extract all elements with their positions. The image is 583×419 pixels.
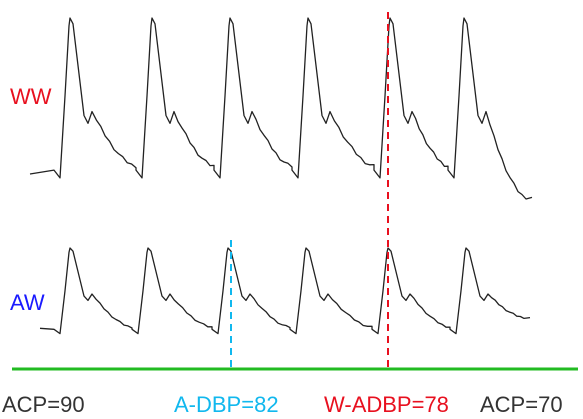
series-label-ww: WW <box>10 84 52 109</box>
waveform-traces <box>29 17 533 335</box>
acp-left-label: ACP=90 <box>2 392 85 417</box>
marker-lines <box>230 12 389 368</box>
acp-right-label: ACP=70 <box>480 392 563 417</box>
trace-aw <box>39 247 531 335</box>
a-dbp-label: A-DBP=82 <box>174 392 279 417</box>
w-adbp-label: W-ADBP=78 <box>324 392 449 417</box>
series-label-aw: AW <box>10 290 45 315</box>
trace-ww <box>29 17 533 200</box>
